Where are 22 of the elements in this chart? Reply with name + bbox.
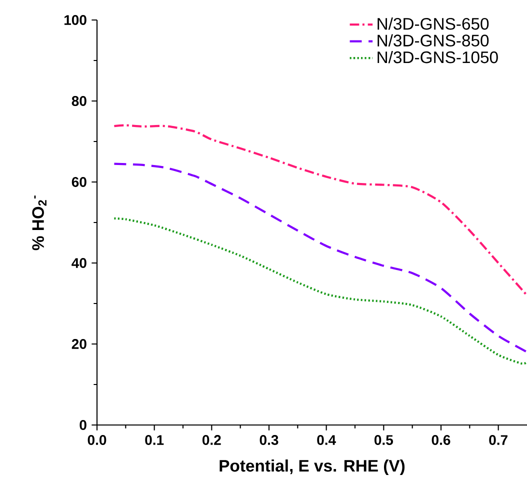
line-series [113,162,527,354]
x-tick-label: 0.6 [432,435,450,445]
y-tick-label: 40 [72,258,86,268]
y-axis-title: % HO$_{2}$- [32,196,46,250]
legend-label: N/3D-GNS-1050 [378,50,498,64]
x-tick-label: 0.0 [88,435,106,445]
y-tick-label: 100 [64,15,86,25]
y-tick-label: 20 [72,339,86,349]
legend-label: N/3D-GNS-850 [378,34,489,46]
x-tick-label: 0.3 [260,435,278,445]
y-tick-label: 60 [72,177,86,187]
y-tick-label: 0 [80,420,86,430]
line-series [113,217,527,365]
x-axis-title: Potential, E vs. RHE (V) [220,459,405,475]
x-tick-label: 0.1 [145,435,164,445]
y-tick-label: 80 [72,96,86,106]
x-tick-label: 0.5 [374,435,393,445]
legend-label: N/3D-GNS-650 [378,17,489,30]
x-tick-label: 0.2 [202,435,221,445]
line-series [113,124,527,296]
x-tick-label: 0.4 [317,435,336,445]
x-tick-label: 0.7 [489,435,508,445]
